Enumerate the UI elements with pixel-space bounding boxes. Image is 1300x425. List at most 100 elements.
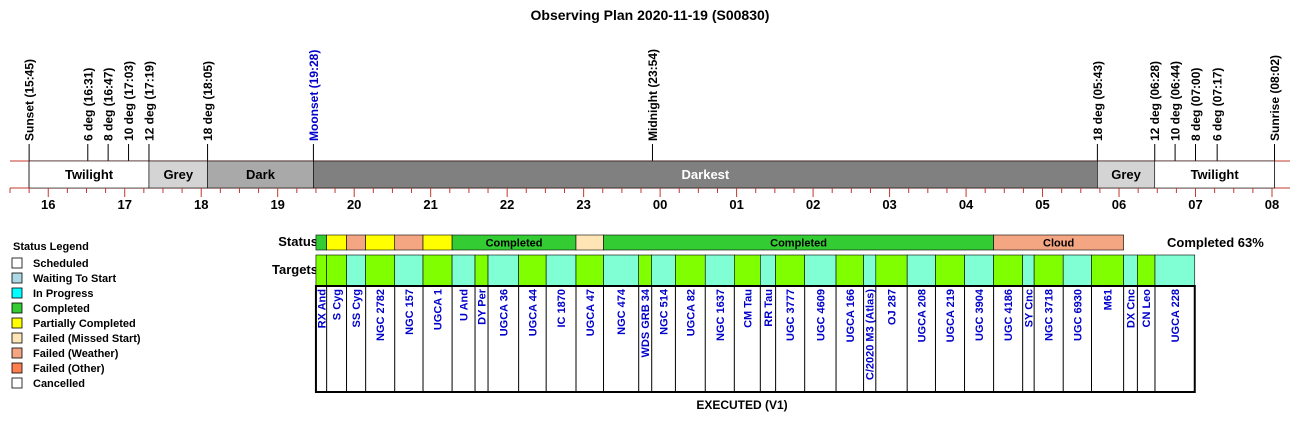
target-block-25 (935, 254, 965, 287)
target-name-13: WDS GRB 34 (640, 288, 652, 357)
targets-frame (314, 285, 1196, 393)
legend-label-7: Failed (Other) (33, 363, 105, 375)
hour-label-10: 02 (806, 197, 820, 212)
target-name-9: UGCA 44 (527, 288, 539, 336)
sky-band-5 (1154, 160, 1275, 189)
target-name-12: NGC 474 (616, 288, 628, 335)
target-block-7 (474, 254, 489, 287)
targets-row-label: Targets (272, 262, 318, 277)
status-row: Status Completed Completed Cloud Completed 6… (278, 234, 1264, 251)
legend-swatch-0 (11, 257, 23, 269)
target-block-16 (704, 254, 735, 287)
status-segment-1 (326, 234, 347, 251)
target-block-21 (835, 254, 864, 287)
sky-bands-layer: Twilight Grey Dark Darkest Grey Twilight (10, 160, 1290, 189)
event-label-5: 18 deg (18:05) (201, 61, 215, 141)
event-label-11: 8 deg (07:00) (1189, 68, 1203, 141)
sky-band-1 (148, 160, 208, 189)
target-block-17 (734, 254, 761, 287)
target-block-27 (993, 254, 1023, 287)
target-block-3 (365, 254, 396, 287)
target-block-1 (326, 254, 347, 287)
legend-swatch-6 (11, 347, 23, 359)
target-block-8 (487, 254, 519, 287)
hour-label-11: 03 (882, 197, 896, 212)
legend-swatch-3 (11, 302, 23, 314)
sky-band-0 (28, 160, 150, 189)
target-block-34 (1154, 254, 1196, 287)
status-segment-9 (993, 234, 1124, 251)
target-block-20 (804, 254, 837, 287)
time-axis: 16 17 18 19 20 21 22 23 00 01 02 03 04 05 06 07 08 (9, 188, 1279, 212)
target-block-24 (906, 254, 936, 287)
legend-title: Status Legend (13, 241, 89, 253)
events-layer: Sunset (15:45) 6 deg (16:31) 8 deg (16:47)… (23, 49, 1282, 188)
target-name-8: UGCA 36 (498, 289, 510, 336)
hour-label-9: 01 (729, 197, 743, 212)
target-name-1: S Cyg (332, 289, 344, 320)
hour-label-15: 07 (1188, 197, 1202, 212)
legend-swatch-8 (11, 377, 23, 389)
target-block-15 (675, 254, 706, 287)
event-label-1: 6 deg (16:31) (81, 68, 95, 141)
event-label-6: Moonset (19:28) (307, 50, 321, 141)
status-row-label: Status (278, 234, 318, 249)
legend-label-8: Cancelled (33, 378, 85, 390)
event-label-13: Sunrise (08:02) (1268, 55, 1282, 141)
target-block-31 (1091, 254, 1124, 287)
target-name-30: UGC 6930 (1072, 289, 1084, 341)
target-block-13 (638, 254, 653, 287)
target-name-19: UGC 3777 (785, 289, 797, 341)
event-label-9: 12 deg (06:28) (1148, 61, 1162, 141)
target-block-2 (346, 254, 366, 287)
hour-label-1: 17 (117, 197, 131, 212)
target-block-23 (875, 254, 908, 287)
target-name-25: UGCA 219 (945, 289, 957, 342)
status-segment-5 (422, 234, 453, 251)
target-name-31: M61 (1103, 289, 1115, 310)
target-block-9 (518, 254, 547, 287)
status-segment-label-8: Completed (770, 238, 827, 250)
target-block-29 (1033, 254, 1064, 287)
hour-label-0: 16 (41, 197, 55, 212)
hour-label-2: 18 (194, 197, 208, 212)
sky-band-2 (207, 160, 314, 189)
target-name-22: C/2020 M3 (Atlas) (865, 289, 877, 380)
target-name-14: NGC 514 (659, 288, 671, 335)
status-legend: Status Legend Scheduled Waiting To Start In… (11, 241, 141, 390)
target-name-27: UGC 4186 (1003, 289, 1015, 341)
sky-band-label-0: Twilight (65, 167, 114, 182)
hour-label-3: 19 (270, 197, 284, 212)
target-name-24: UGCA 208 (916, 289, 928, 342)
status-segment-4 (394, 234, 424, 251)
target-name-0: RX And (316, 289, 328, 328)
target-name-32: DX Cnc (1126, 289, 1138, 328)
hour-label-8: 00 (653, 197, 667, 212)
target-block-30 (1062, 254, 1092, 287)
hour-label-14: 06 (1112, 197, 1126, 212)
target-block-6 (451, 254, 476, 287)
target-name-6: U And (459, 289, 471, 321)
footer-label: EXECUTED (V1) (696, 398, 787, 412)
event-label-0: Sunset (15:45) (23, 59, 37, 141)
target-name-18: RR Tau (763, 289, 775, 327)
status-segment-3 (365, 234, 396, 251)
target-block-11 (575, 254, 604, 287)
event-label-7: Midnight (23:54) (646, 49, 660, 141)
target-name-17: CM Tau (742, 289, 754, 328)
target-name-5: UGCA 1 (433, 289, 445, 330)
target-name-26: UGC 3904 (974, 288, 986, 341)
legend-swatch-7 (11, 362, 23, 374)
legend-label-2: In Progress (33, 288, 94, 300)
target-block-28 (1022, 254, 1035, 287)
target-name-11: UGCA 47 (585, 289, 597, 336)
status-segment-0 (315, 234, 327, 251)
event-label-3: 10 deg (17:03) (122, 61, 136, 141)
target-block-4 (394, 254, 424, 287)
sky-band-label-2: Dark (246, 167, 276, 182)
target-block-33 (1137, 254, 1156, 287)
sky-band-label-3: Darkest (682, 167, 730, 182)
sky-band-label-5: Twilight (1191, 167, 1240, 182)
hour-label-4: 20 (347, 197, 361, 212)
legend-label-1: Waiting To Start (33, 273, 116, 285)
